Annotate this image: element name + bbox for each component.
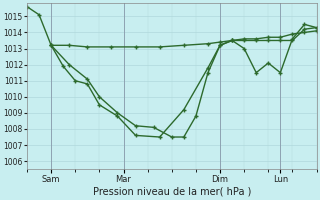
X-axis label: Pression niveau de la mer( hPa ): Pression niveau de la mer( hPa ) <box>92 187 251 197</box>
